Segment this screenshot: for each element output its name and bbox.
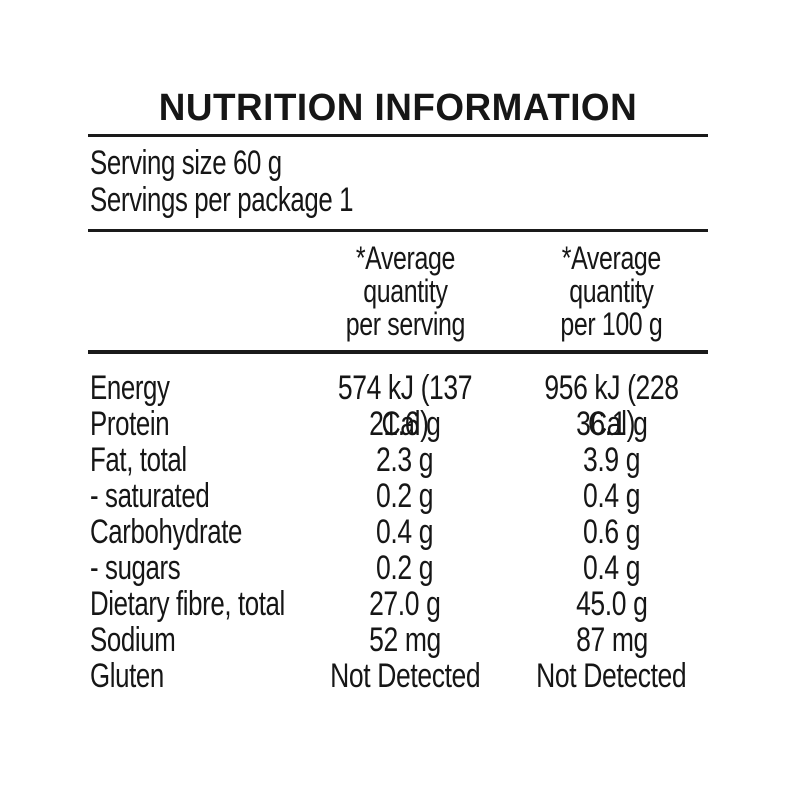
table-row: Gluten Not Detected Not Detected	[88, 658, 708, 694]
nutrient-name-text: Protein	[90, 405, 170, 443]
nutrient-name-text: Carbohydrate	[90, 513, 243, 551]
table-row: Fat, total 2.3 g 3.9 g	[88, 442, 708, 478]
value-per-serving: 21.6 g	[295, 406, 515, 442]
nutrient-name-text: Dietary fibre, total	[90, 585, 285, 623]
value-per-100g-text: Not Detected	[536, 657, 687, 695]
table-row: Energy 574 kJ (137 Cal) 956 kJ (228 Cal)	[88, 370, 708, 442]
column-header-per-100g: *Average quantity per 100 g	[515, 242, 708, 341]
nutrient-name: Dietary fibre, total	[88, 586, 295, 622]
value-per-100g-text: 87 mg	[575, 621, 648, 659]
servings-per-package-line: Servings per package 1	[90, 182, 708, 219]
value-per-100g: 87 mg	[515, 622, 708, 658]
serving-info: Serving size 60 g Servings per package 1	[88, 137, 708, 229]
nutrient-name: - saturated	[88, 478, 295, 514]
value-per-serving-text: 574 kJ (137 Cal)	[337, 369, 473, 443]
nutrient-name-text: Sodium	[90, 621, 176, 659]
serving-size-line: Serving size 60 g	[90, 145, 708, 182]
value-per-100g-text: 0.4 g	[582, 477, 641, 515]
table-row: Carbohydrate 0.4 g 0.6 g	[88, 514, 708, 550]
nutrient-name-text: - sugars	[90, 549, 181, 587]
table-row: Dietary fibre, total 27.0 g 45.0 g	[88, 586, 708, 622]
nutrient-name: Fat, total	[88, 442, 295, 478]
value-per-serving-text: 21.6 g	[369, 405, 441, 443]
table-row: Sodium 52 mg 87 mg	[88, 622, 708, 658]
value-per-serving-text: 0.2 g	[376, 477, 434, 515]
table-row: - sugars 0.2 g 0.4 g	[88, 550, 708, 586]
column-header-row: *Average quantity per serving *Average q…	[88, 232, 708, 350]
title-divider	[88, 134, 708, 137]
serving-divider	[88, 229, 708, 232]
value-per-serving-text: 0.4 g	[376, 513, 434, 551]
serving-size-text: Serving size 60 g	[90, 144, 282, 182]
nutrient-name-text: - saturated	[90, 477, 210, 515]
value-per-100g-text: 0.4 g	[582, 549, 641, 587]
value-per-100g: 45.0 g	[515, 586, 708, 622]
value-per-serving-text: 0.2 g	[376, 549, 434, 587]
table-row: - saturated 0.2 g 0.4 g	[88, 478, 708, 514]
value-per-100g: 36.1 g	[515, 406, 708, 442]
value-per-100g-text: 956 kJ (228 Cal)	[544, 369, 679, 443]
nutrient-name: Protein	[88, 406, 295, 442]
value-per-serving: 0.2 g	[295, 478, 515, 514]
value-per-serving: 574 kJ (137 Cal)	[295, 370, 515, 442]
value-per-100g: 0.6 g	[515, 514, 708, 550]
header-divider	[88, 350, 708, 354]
nutrient-name-text: Energy	[90, 369, 170, 407]
nutrient-name: Sodium	[88, 622, 295, 658]
value-per-serving-text: 52 mg	[369, 621, 441, 659]
column-header-per-serving: *Average quantity per serving	[295, 242, 515, 341]
value-per-serving-text: 27.0 g	[369, 585, 441, 623]
value-per-100g: 0.4 g	[515, 478, 708, 514]
value-per-100g: Not Detected	[515, 658, 708, 694]
nutrient-name-text: Gluten	[90, 657, 164, 695]
column-header-per-serving-text: *Average quantity per serving	[345, 240, 465, 342]
value-per-100g: 956 kJ (228 Cal)	[515, 370, 708, 442]
nutrient-name: Gluten	[88, 658, 295, 694]
value-per-serving: 2.3 g	[295, 442, 515, 478]
value-per-100g-text: 45.0 g	[575, 585, 648, 623]
nutrient-name: Energy	[88, 370, 295, 442]
value-per-serving: 0.2 g	[295, 550, 515, 586]
nutrient-name: Carbohydrate	[88, 514, 295, 550]
nutrient-name: - sugars	[88, 550, 295, 586]
value-per-serving-text: Not Detected	[329, 657, 481, 695]
value-per-100g-text: 0.6 g	[582, 513, 641, 551]
page-title: NUTRITION INFORMATION	[158, 87, 638, 129]
nutrition-table: Energy 574 kJ (137 Cal) 956 kJ (228 Cal)…	[88, 354, 708, 694]
value-per-serving-text: 2.3 g	[376, 441, 434, 479]
value-per-100g-text: 3.9 g	[582, 441, 641, 479]
value-per-100g: 0.4 g	[515, 550, 708, 586]
table-row: Protein 21.6 g 36.1 g	[88, 406, 708, 442]
value-per-serving: 27.0 g	[295, 586, 515, 622]
servings-per-package-text: Servings per package 1	[90, 181, 354, 219]
value-per-serving: 0.4 g	[295, 514, 515, 550]
value-per-100g: 3.9 g	[515, 442, 708, 478]
value-per-100g-text: 36.1 g	[575, 405, 648, 443]
nutrient-name-text: Fat, total	[90, 441, 187, 479]
value-per-serving: 52 mg	[295, 622, 515, 658]
value-per-serving: Not Detected	[295, 658, 515, 694]
nutrition-label: NUTRITION INFORMATION Serving size 60 g …	[88, 86, 708, 694]
column-header-per-100g-text: *Average quantity per 100 g	[560, 240, 663, 342]
column-header-spacer	[88, 242, 295, 341]
